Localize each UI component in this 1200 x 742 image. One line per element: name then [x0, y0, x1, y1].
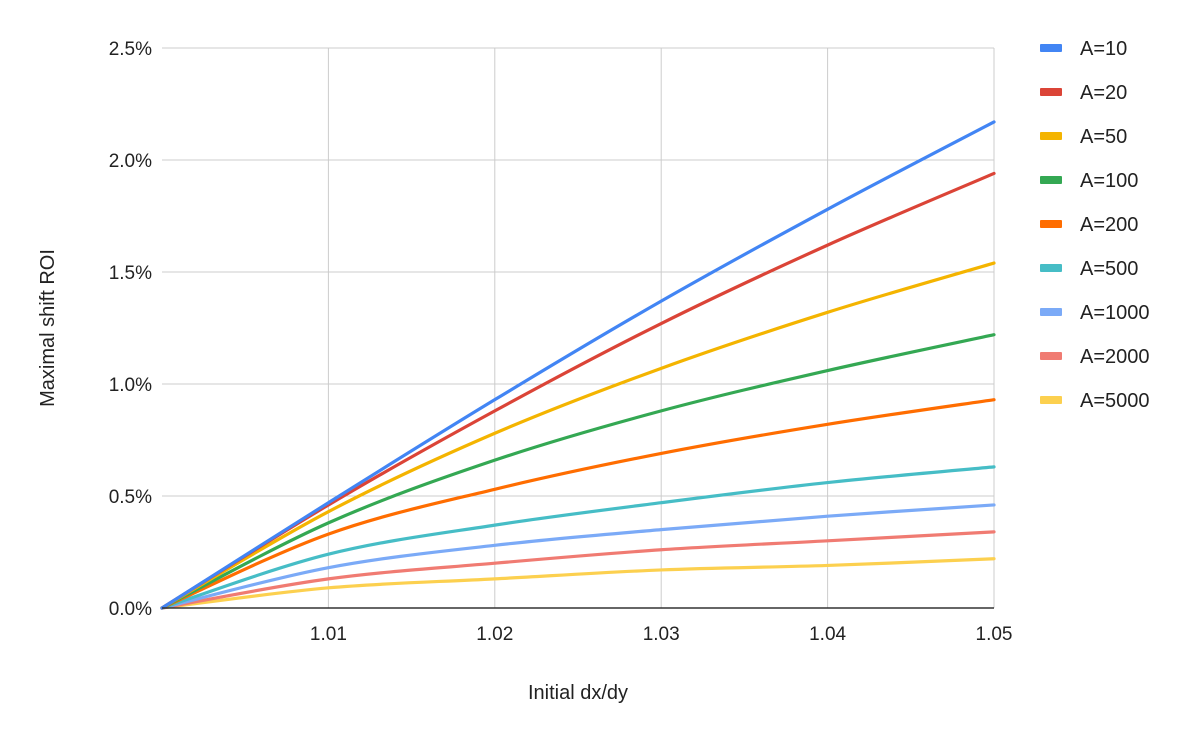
x-tick-label: 1.02 [476, 624, 513, 645]
grid [162, 47, 995, 608]
legend-label: A=100 [1080, 170, 1138, 192]
series-line-a-500 [160, 465, 996, 610]
legend-swatch [1040, 88, 1062, 96]
legend: A=10 A=20 A=50 A=100 A=200 A=500 A=1000 A=2000 A… [1040, 38, 1150, 412]
legend-item[interactable]: A=200 [1040, 214, 1138, 236]
legend-item[interactable]: A=10 [1040, 38, 1127, 60]
y-tick-label: 0.0% [109, 599, 152, 620]
legend-swatch [1040, 352, 1062, 360]
legend-label: A=1000 [1080, 302, 1150, 324]
legend-label: A=500 [1080, 258, 1138, 280]
legend-swatch [1040, 132, 1062, 140]
series-lines [160, 120, 996, 610]
y-tick-label: 2.5% [109, 39, 152, 60]
legend-label: A=200 [1080, 214, 1138, 236]
x-tick-label: 1.01 [310, 624, 347, 645]
x-tick-label: 1.05 [976, 624, 1013, 645]
legend-label: A=5000 [1080, 390, 1150, 412]
legend-item[interactable]: A=5000 [1040, 390, 1150, 412]
series-line-a-100 [160, 333, 996, 610]
y-tick-label: 1.5% [109, 263, 152, 284]
series-line-a-2000 [160, 530, 996, 610]
legend-item[interactable]: A=50 [1040, 126, 1127, 148]
legend-item[interactable]: A=100 [1040, 170, 1138, 192]
legend-item[interactable]: A=2000 [1040, 346, 1150, 368]
legend-swatch [1040, 176, 1062, 184]
legend-swatch [1040, 308, 1062, 316]
series-line-a-10 [160, 120, 996, 610]
legend-label: A=50 [1080, 126, 1127, 148]
x-tick-label: 1.03 [643, 624, 680, 645]
legend-label: A=2000 [1080, 346, 1150, 368]
legend-item[interactable]: A=20 [1040, 82, 1127, 104]
y-tick-label: 0.5% [109, 487, 152, 508]
legend-swatch [1040, 396, 1062, 404]
x-axis-title: Initial dx/dy [528, 682, 628, 704]
legend-label: A=10 [1080, 38, 1127, 60]
y-tick-label: 2.0% [109, 151, 152, 172]
series-line-a-50 [160, 261, 996, 610]
x-tick-label: 1.04 [809, 624, 846, 645]
legend-item[interactable]: A=500 [1040, 258, 1138, 280]
legend-label: A=20 [1080, 82, 1127, 104]
y-tick-label: 1.0% [109, 375, 152, 396]
legend-swatch [1040, 220, 1062, 228]
series-line-a-5000 [160, 557, 996, 610]
legend-swatch [1040, 264, 1062, 272]
series-line-a-1000 [160, 503, 996, 610]
y-axis-title: Maximal shift ROI [37, 249, 59, 407]
series-line-a-200 [160, 398, 996, 610]
legend-item[interactable]: A=1000 [1040, 302, 1150, 324]
legend-swatch [1040, 44, 1062, 52]
axes: 0.0% 0.5% 1.0% 1.5% 2.0% 2.5% 1.01 1.02 1.03 1.04… [109, 39, 1013, 645]
